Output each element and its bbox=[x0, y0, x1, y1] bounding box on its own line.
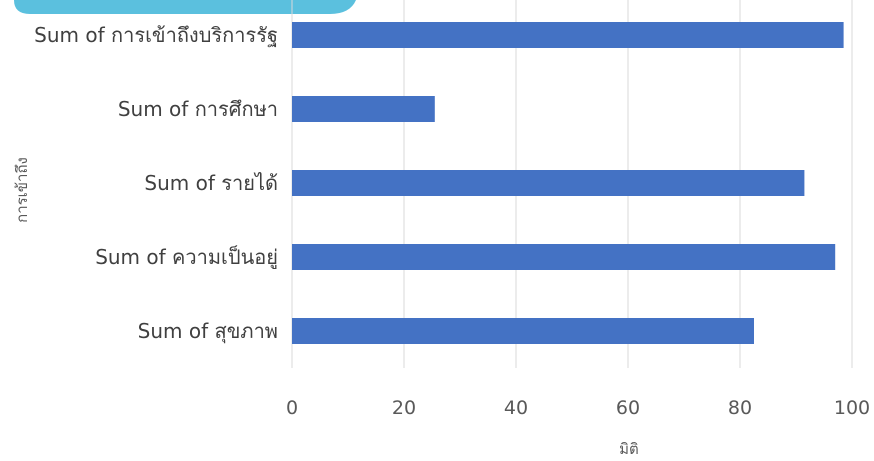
x-tick-label: 60 bbox=[616, 397, 640, 419]
header-badge-shape bbox=[14, 0, 356, 14]
category-label: Sum of การศึกษา bbox=[118, 97, 278, 121]
category-label: Sum of สุขภาพ bbox=[138, 319, 278, 344]
category-label: Sum of การเข้าถึงบริการรัฐ bbox=[34, 23, 278, 47]
bar bbox=[292, 170, 805, 196]
y-axis-title: การเข้าถึง bbox=[13, 157, 31, 223]
x-tick-labels: 0 20 40 60 80 100 bbox=[286, 397, 870, 419]
category-labels: Sum of การเข้าถึงบริการรัฐ Sum of การศึกษ… bbox=[34, 23, 278, 344]
x-tick-label: 40 bbox=[504, 397, 528, 419]
x-tick-label: 80 bbox=[728, 397, 752, 419]
category-label: Sum of ความเป็นอยู่ bbox=[95, 244, 278, 270]
category-label: Sum of รายได้ bbox=[144, 171, 278, 195]
bar bbox=[292, 22, 844, 48]
bar bbox=[292, 318, 754, 344]
x-tick-label: 100 bbox=[834, 397, 870, 419]
x-tick-label: 20 bbox=[392, 397, 416, 419]
x-tick-label: 0 bbox=[286, 397, 298, 419]
x-axis-title: มิติ bbox=[619, 440, 639, 458]
bars bbox=[292, 22, 844, 344]
bar bbox=[292, 244, 836, 270]
bar bbox=[292, 96, 435, 122]
